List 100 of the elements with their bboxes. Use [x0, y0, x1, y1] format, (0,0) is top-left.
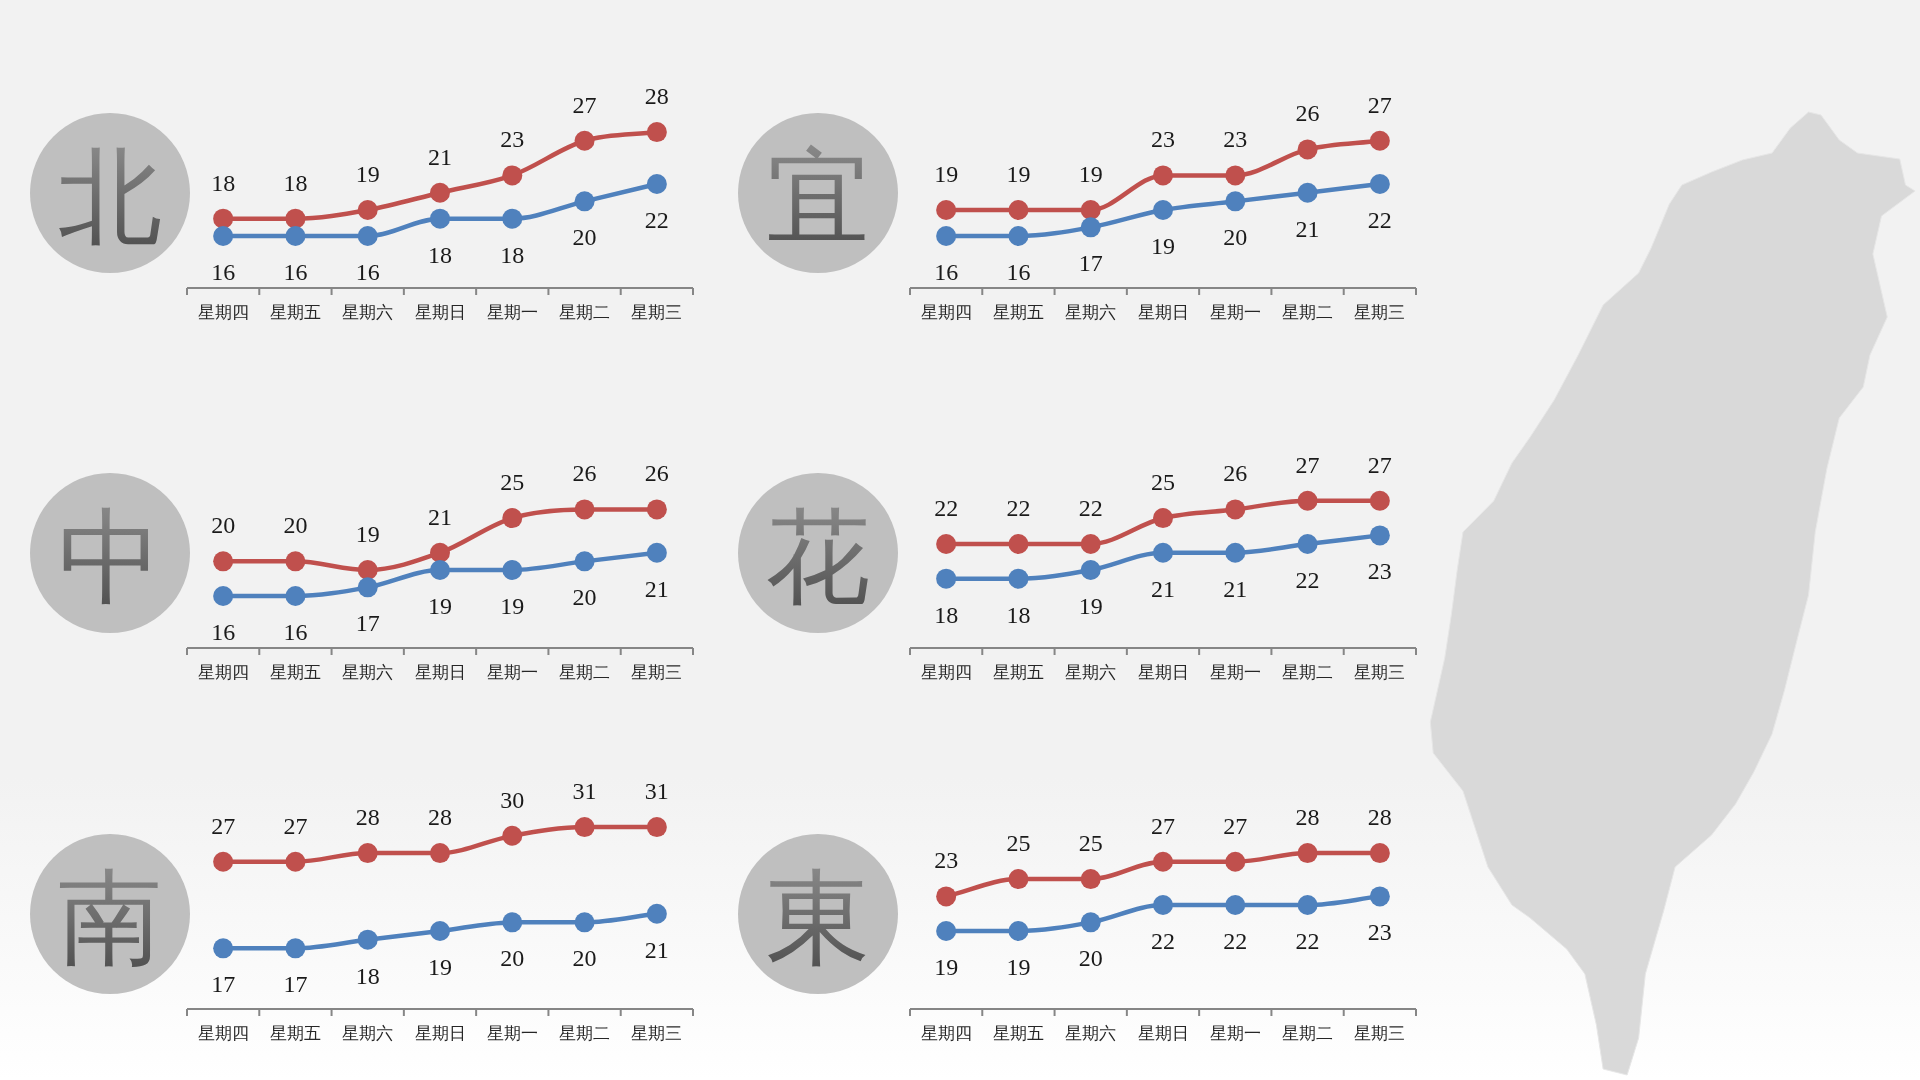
x-tick-label: 星期六: [342, 1023, 394, 1043]
x-tick-label: 星期六: [1065, 662, 1117, 682]
data-label: 28: [1367, 804, 1392, 831]
point: [574, 551, 595, 572]
x-tick-label: 星期四: [920, 302, 972, 322]
point: [357, 929, 378, 950]
point: [1297, 843, 1318, 864]
point: [213, 226, 234, 246]
x-tick-label: 星期六: [1065, 1023, 1117, 1043]
point: [646, 174, 667, 195]
x-tick-label: 星期五: [269, 302, 321, 322]
point: [430, 843, 450, 864]
data-label: 27: [1367, 451, 1392, 478]
data-label: 26: [644, 460, 669, 487]
point: [502, 560, 523, 581]
x-tick-label: 星期五: [269, 1023, 321, 1043]
data-label: 19: [355, 161, 380, 188]
point: [1153, 895, 1173, 916]
point: [285, 551, 306, 572]
point: [1080, 912, 1101, 933]
x-tick-label: 星期四: [920, 1023, 972, 1043]
data-label: 18: [355, 962, 380, 989]
point: [213, 851, 234, 872]
data-label: 31: [572, 778, 597, 805]
data-label: 25: [1151, 469, 1175, 496]
point: [646, 122, 667, 143]
point: [357, 226, 378, 246]
data-label: 18: [283, 169, 308, 196]
point: [1297, 534, 1318, 555]
data-label: 22: [1078, 495, 1103, 522]
point: [285, 938, 306, 959]
data-label: 21: [1151, 575, 1175, 602]
x-tick-label: 星期日: [414, 302, 466, 322]
point: [213, 586, 234, 606]
point: [430, 182, 450, 203]
data-label: 22: [934, 495, 959, 522]
chart-title: 北: [58, 139, 162, 255]
x-tick-label: 星期五: [992, 1023, 1044, 1043]
data-label: 19: [500, 593, 525, 620]
x-tick-label: 星期三: [1354, 662, 1406, 682]
point: [646, 542, 667, 563]
data-label: 28: [355, 804, 380, 831]
point: [430, 208, 450, 229]
point: [936, 226, 957, 246]
x-tick-label: 星期日: [1137, 662, 1189, 682]
data-label: 19: [428, 954, 452, 981]
point: [213, 551, 234, 572]
data-label: 20: [500, 945, 525, 972]
data-label: 16: [283, 619, 308, 645]
x-tick-label: 星期三: [1354, 302, 1406, 322]
data-label: 22: [1295, 928, 1320, 955]
data-label: 23: [1367, 558, 1392, 585]
data-label: 20: [572, 224, 597, 251]
point: [502, 912, 523, 933]
data-label: 18: [428, 241, 452, 268]
point: [1008, 921, 1029, 942]
data-label: 19: [355, 521, 380, 548]
x-tick-label: 星期六: [1065, 302, 1117, 322]
data-label: 22: [1151, 928, 1175, 955]
point: [285, 226, 306, 246]
data-label: 18: [1006, 601, 1031, 628]
data-label: 23: [500, 126, 525, 153]
data-label: 30: [500, 786, 525, 813]
data-label: 20: [1078, 945, 1103, 972]
x-tick-label: 星期三: [631, 662, 683, 682]
data-label: 20: [283, 512, 308, 539]
point: [1297, 895, 1318, 916]
data-label: 17: [211, 971, 236, 998]
x-tick-label: 星期二: [1282, 302, 1334, 322]
point: [1008, 869, 1029, 890]
point: [1080, 217, 1101, 238]
point: [285, 586, 306, 606]
x-tick-label: 星期二: [559, 302, 611, 322]
point: [1153, 165, 1173, 186]
chart-title: 中: [58, 499, 162, 615]
x-tick-label: 星期一: [486, 1023, 538, 1043]
point: [574, 499, 595, 520]
data-label: 20: [572, 584, 597, 611]
point: [1225, 499, 1246, 520]
data-label: 21: [428, 143, 452, 170]
data-label: 19: [934, 161, 959, 188]
data-label: 25: [1078, 830, 1103, 857]
point: [1153, 508, 1173, 529]
point: [1297, 490, 1318, 511]
data-label: 16: [211, 259, 236, 285]
x-tick-label: 星期二: [1282, 1023, 1334, 1043]
x-tick-label: 星期三: [1354, 1023, 1406, 1043]
data-label: 19: [1078, 161, 1103, 188]
data-label: 22: [1223, 928, 1248, 955]
point: [936, 568, 957, 589]
point: [285, 208, 306, 229]
data-label: 22: [1295, 567, 1320, 594]
data-label: 16: [1006, 259, 1031, 285]
data-label: 23: [1367, 919, 1392, 946]
point: [1080, 560, 1101, 581]
data-label: 28: [644, 83, 669, 110]
point: [213, 208, 234, 229]
point: [1080, 200, 1101, 221]
data-label: 21: [644, 936, 669, 963]
x-tick-label: 星期二: [559, 1023, 611, 1043]
